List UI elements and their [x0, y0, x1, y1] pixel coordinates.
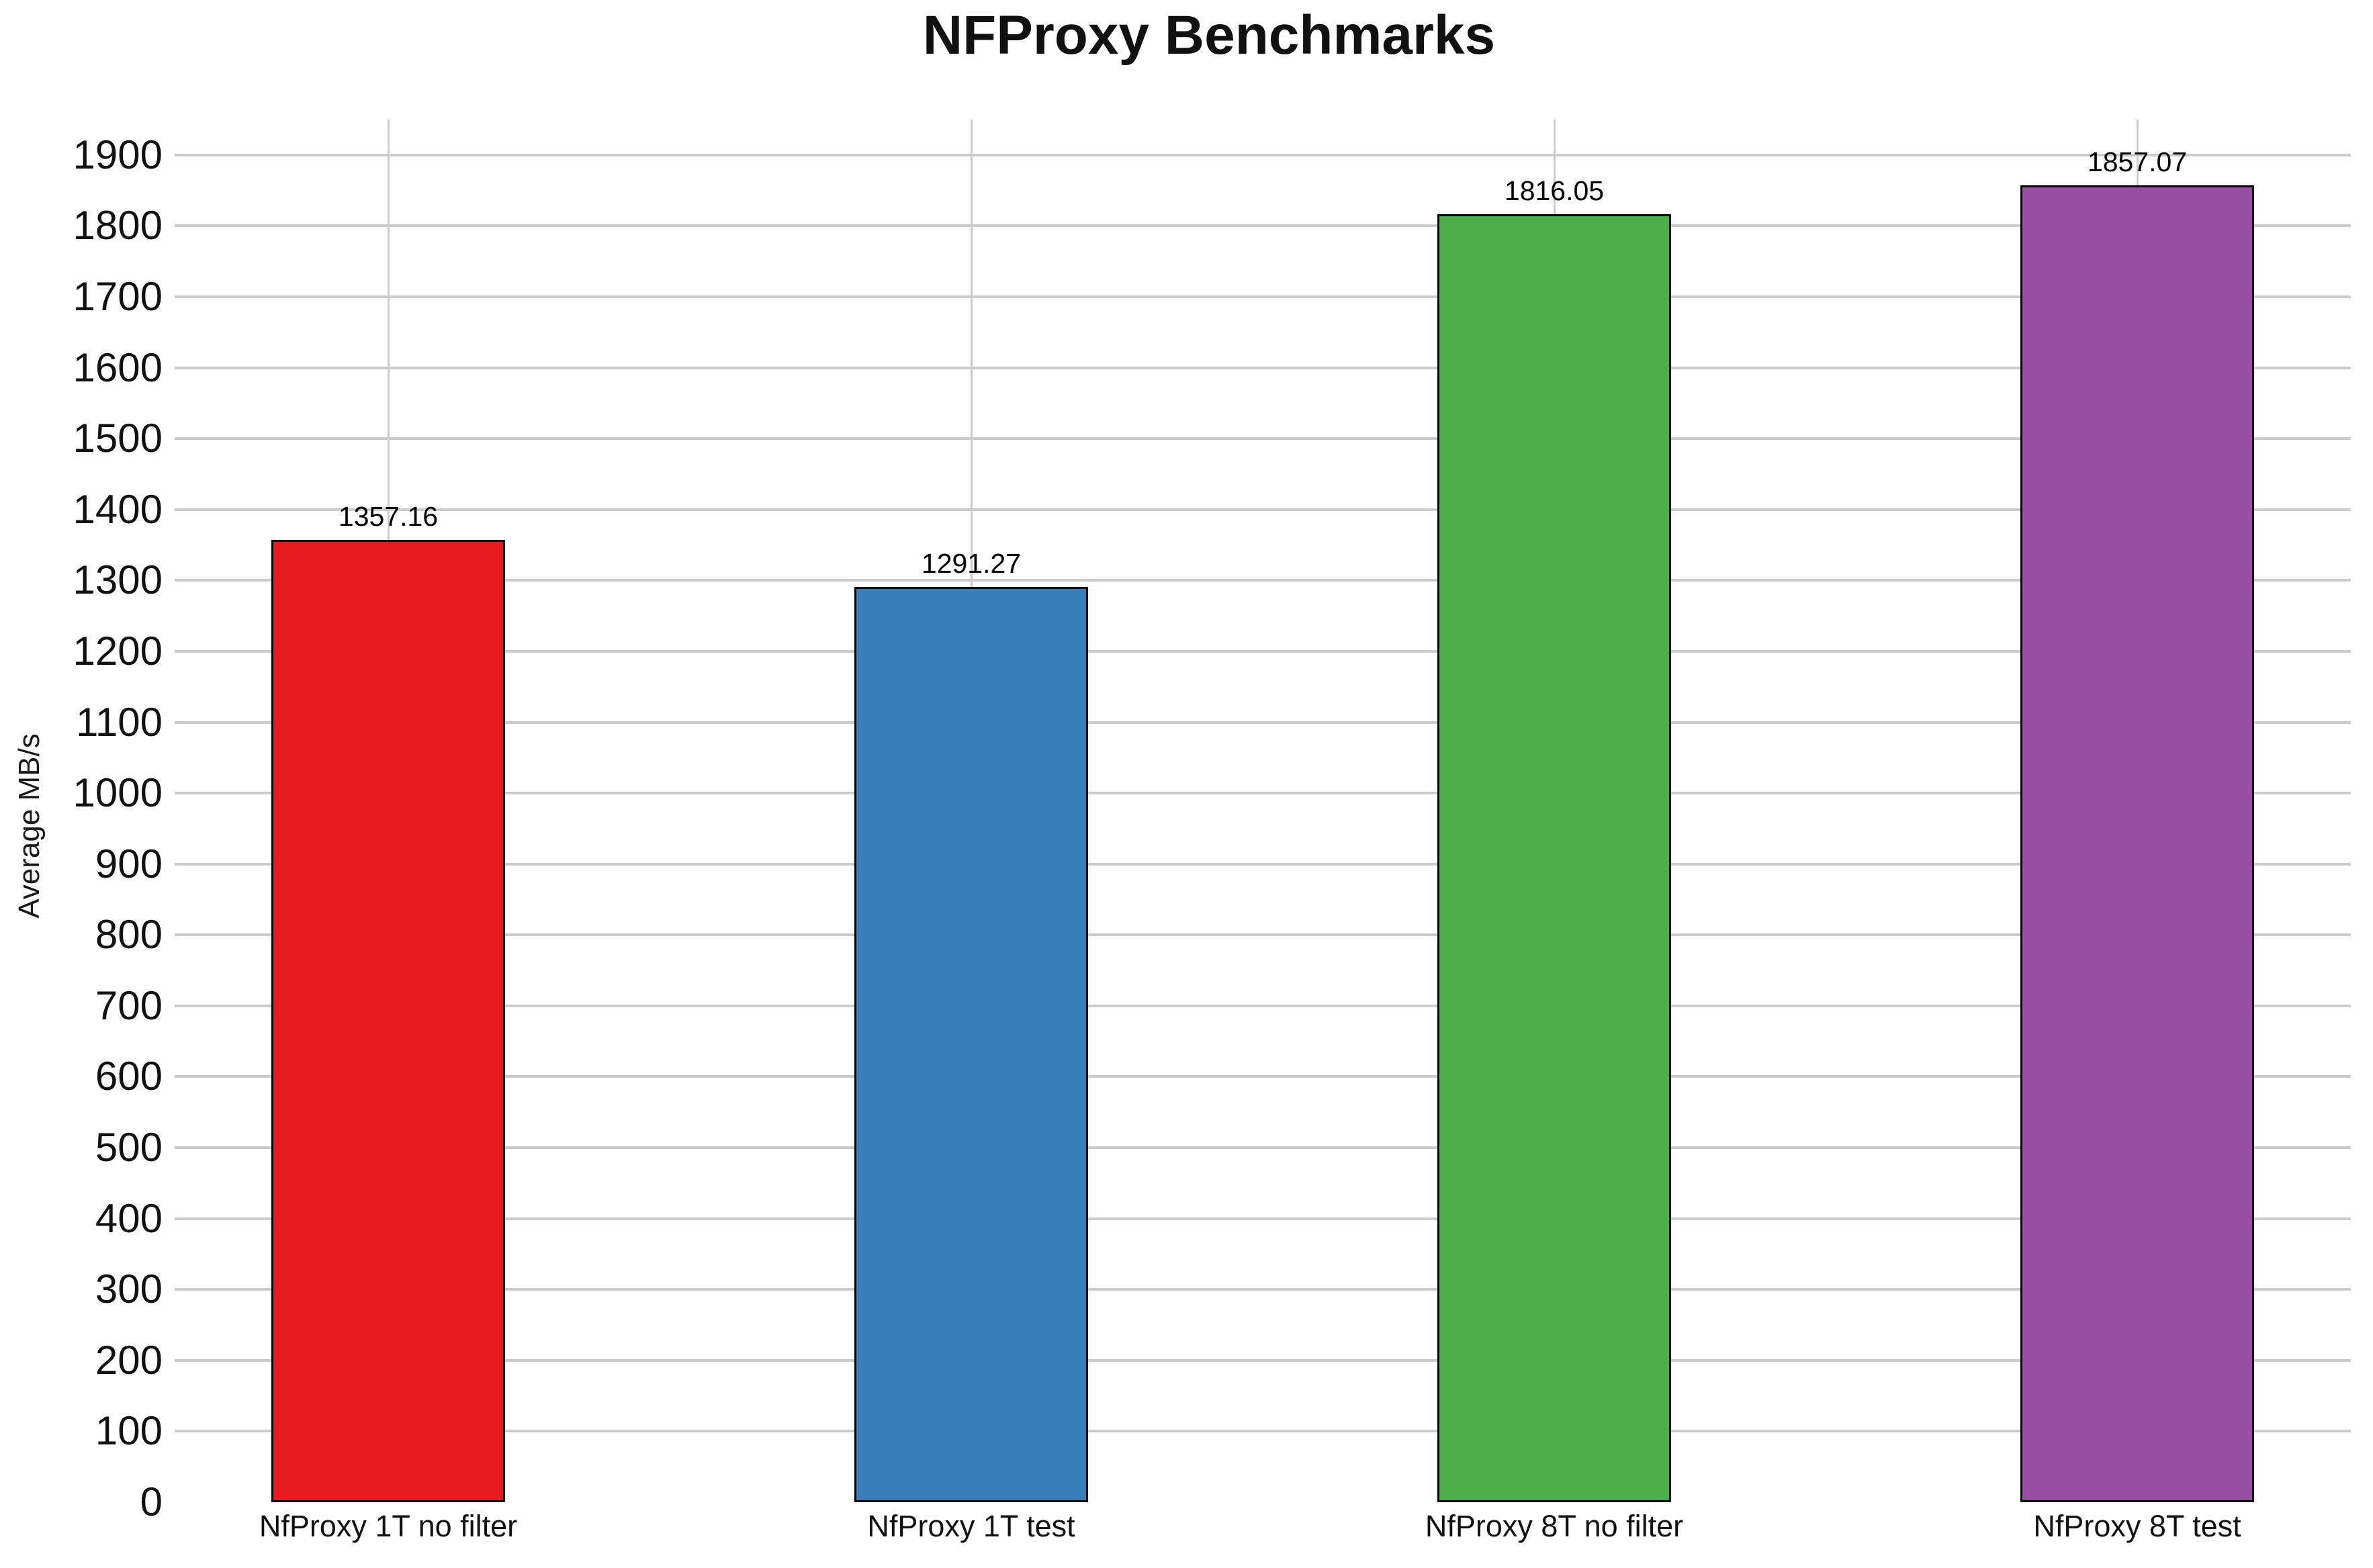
y-tick-label: 200 — [95, 1337, 163, 1383]
gridline-horizontal — [175, 649, 2351, 653]
chart-title: NFProxy Benchmarks — [922, 5, 1496, 66]
x-tick-label: NfProxy 8T test — [2033, 1509, 2241, 1543]
y-tick-label: 300 — [95, 1266, 163, 1312]
x-tick-label: NfProxy 8T no filter — [1425, 1509, 1684, 1543]
x-tick-label: NfProxy 1T test — [867, 1509, 1075, 1543]
bar-3 — [1437, 214, 1671, 1502]
x-tick-label: NfProxy 1T no filter — [259, 1509, 518, 1543]
y-tick-label: 1000 — [73, 770, 163, 816]
x-axis-tick-labels: NfProxy 1T no filter NfProxy 1T test NfPro… — [175, 1511, 2351, 1551]
y-tick-label: 1800 — [73, 203, 163, 248]
gridline-horizontal — [175, 508, 2351, 511]
gridline-horizontal — [175, 579, 2351, 582]
bar-value-label: 1816.05 — [1504, 175, 1605, 207]
bar-2 — [854, 586, 1088, 1502]
bar-4 — [2020, 185, 2254, 1502]
bar-value-label: 1291.27 — [921, 547, 1022, 579]
gridline-horizontal — [175, 862, 2351, 866]
y-tick-label: 100 — [95, 1408, 163, 1454]
y-tick-label: 600 — [95, 1054, 163, 1099]
gridline-horizontal — [175, 1004, 2351, 1007]
y-tick-label: 500 — [95, 1125, 163, 1170]
y-tick-label: 700 — [95, 982, 163, 1028]
y-tick-label: 1600 — [73, 344, 163, 390]
y-tick-label: 1500 — [73, 416, 163, 461]
bar-1 — [271, 539, 505, 1502]
y-tick-label: 1200 — [73, 628, 163, 674]
gridline-horizontal — [175, 1217, 2351, 1220]
gridline-horizontal — [175, 792, 2351, 795]
y-tick-label: 900 — [95, 841, 163, 886]
gridline-horizontal — [175, 1358, 2351, 1362]
plot-area: 1357.16 1291.27 1816.05 1857.07 — [175, 120, 2351, 1502]
bar-value-label: 1357.16 — [338, 500, 439, 532]
y-tick-label: 1100 — [75, 699, 163, 745]
gridline-horizontal — [175, 295, 2351, 298]
gridline-horizontal — [175, 1430, 2351, 1433]
gridline-horizontal — [175, 1075, 2351, 1078]
bar-value-label: 1857.07 — [2087, 146, 2188, 178]
gridline-horizontal — [175, 437, 2351, 441]
gridline-horizontal — [175, 933, 2351, 937]
gridline-horizontal — [175, 153, 2351, 156]
gridline-horizontal — [175, 1288, 2351, 1291]
gridline-horizontal — [175, 1146, 2351, 1150]
y-tick-label: 1300 — [73, 557, 163, 603]
y-axis-tick-labels: 0 100 200 300 400 500 600 700 800 900 1000 1100 1200… — [0, 120, 163, 1522]
y-tick-label: 400 — [95, 1195, 163, 1241]
y-tick-label: 1400 — [73, 486, 163, 532]
gridline-horizontal — [175, 224, 2351, 228]
y-tick-label: 800 — [95, 912, 163, 958]
gridline-horizontal — [175, 721, 2351, 724]
gridline-horizontal — [175, 366, 2351, 369]
y-tick-label: 1700 — [73, 273, 163, 319]
y-tick-label: 1900 — [73, 132, 163, 177]
y-tick-label: 0 — [140, 1479, 163, 1524]
